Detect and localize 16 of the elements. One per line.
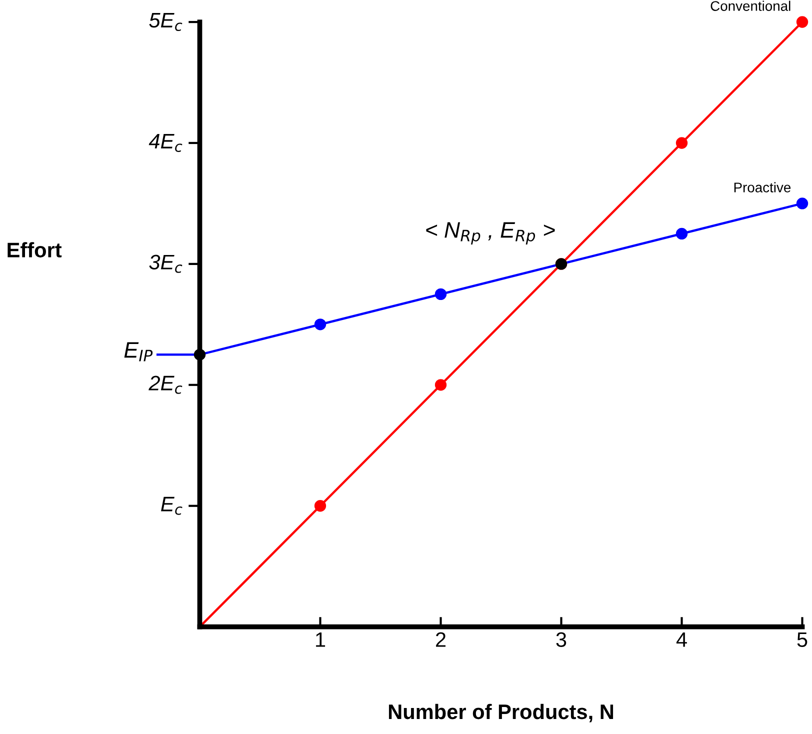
y-axis-title: Effort: [8, 242, 62, 258]
x-tick-label: 3: [556, 632, 566, 647]
series-label: Proactive: [734, 182, 791, 192]
y-tick-label: 4E$_{c}$: [148, 134, 182, 152]
ref-line-label: E$_{IP}$: [124, 342, 153, 362]
annotation: < N$_{Rp}$ , E$_{Rp}$ >: [426, 222, 555, 244]
y-tick-label: E$_{c}$: [161, 496, 182, 515]
y-tick-label: 5E$_{c}$: [149, 13, 182, 31]
x-tick-label: 5: [797, 632, 808, 647]
x-tick-label: 1: [316, 632, 326, 647]
series-label: Conventional: [710, 0, 790, 11]
x-axis-title: Number of Products, N: [388, 704, 614, 722]
y-tick-label: 2E$_{c}$: [148, 376, 182, 394]
x-tick-label: 2: [436, 632, 446, 647]
y-tick-label: 3E$_{c}$: [149, 254, 182, 273]
x-tick-label: 4: [676, 632, 687, 647]
